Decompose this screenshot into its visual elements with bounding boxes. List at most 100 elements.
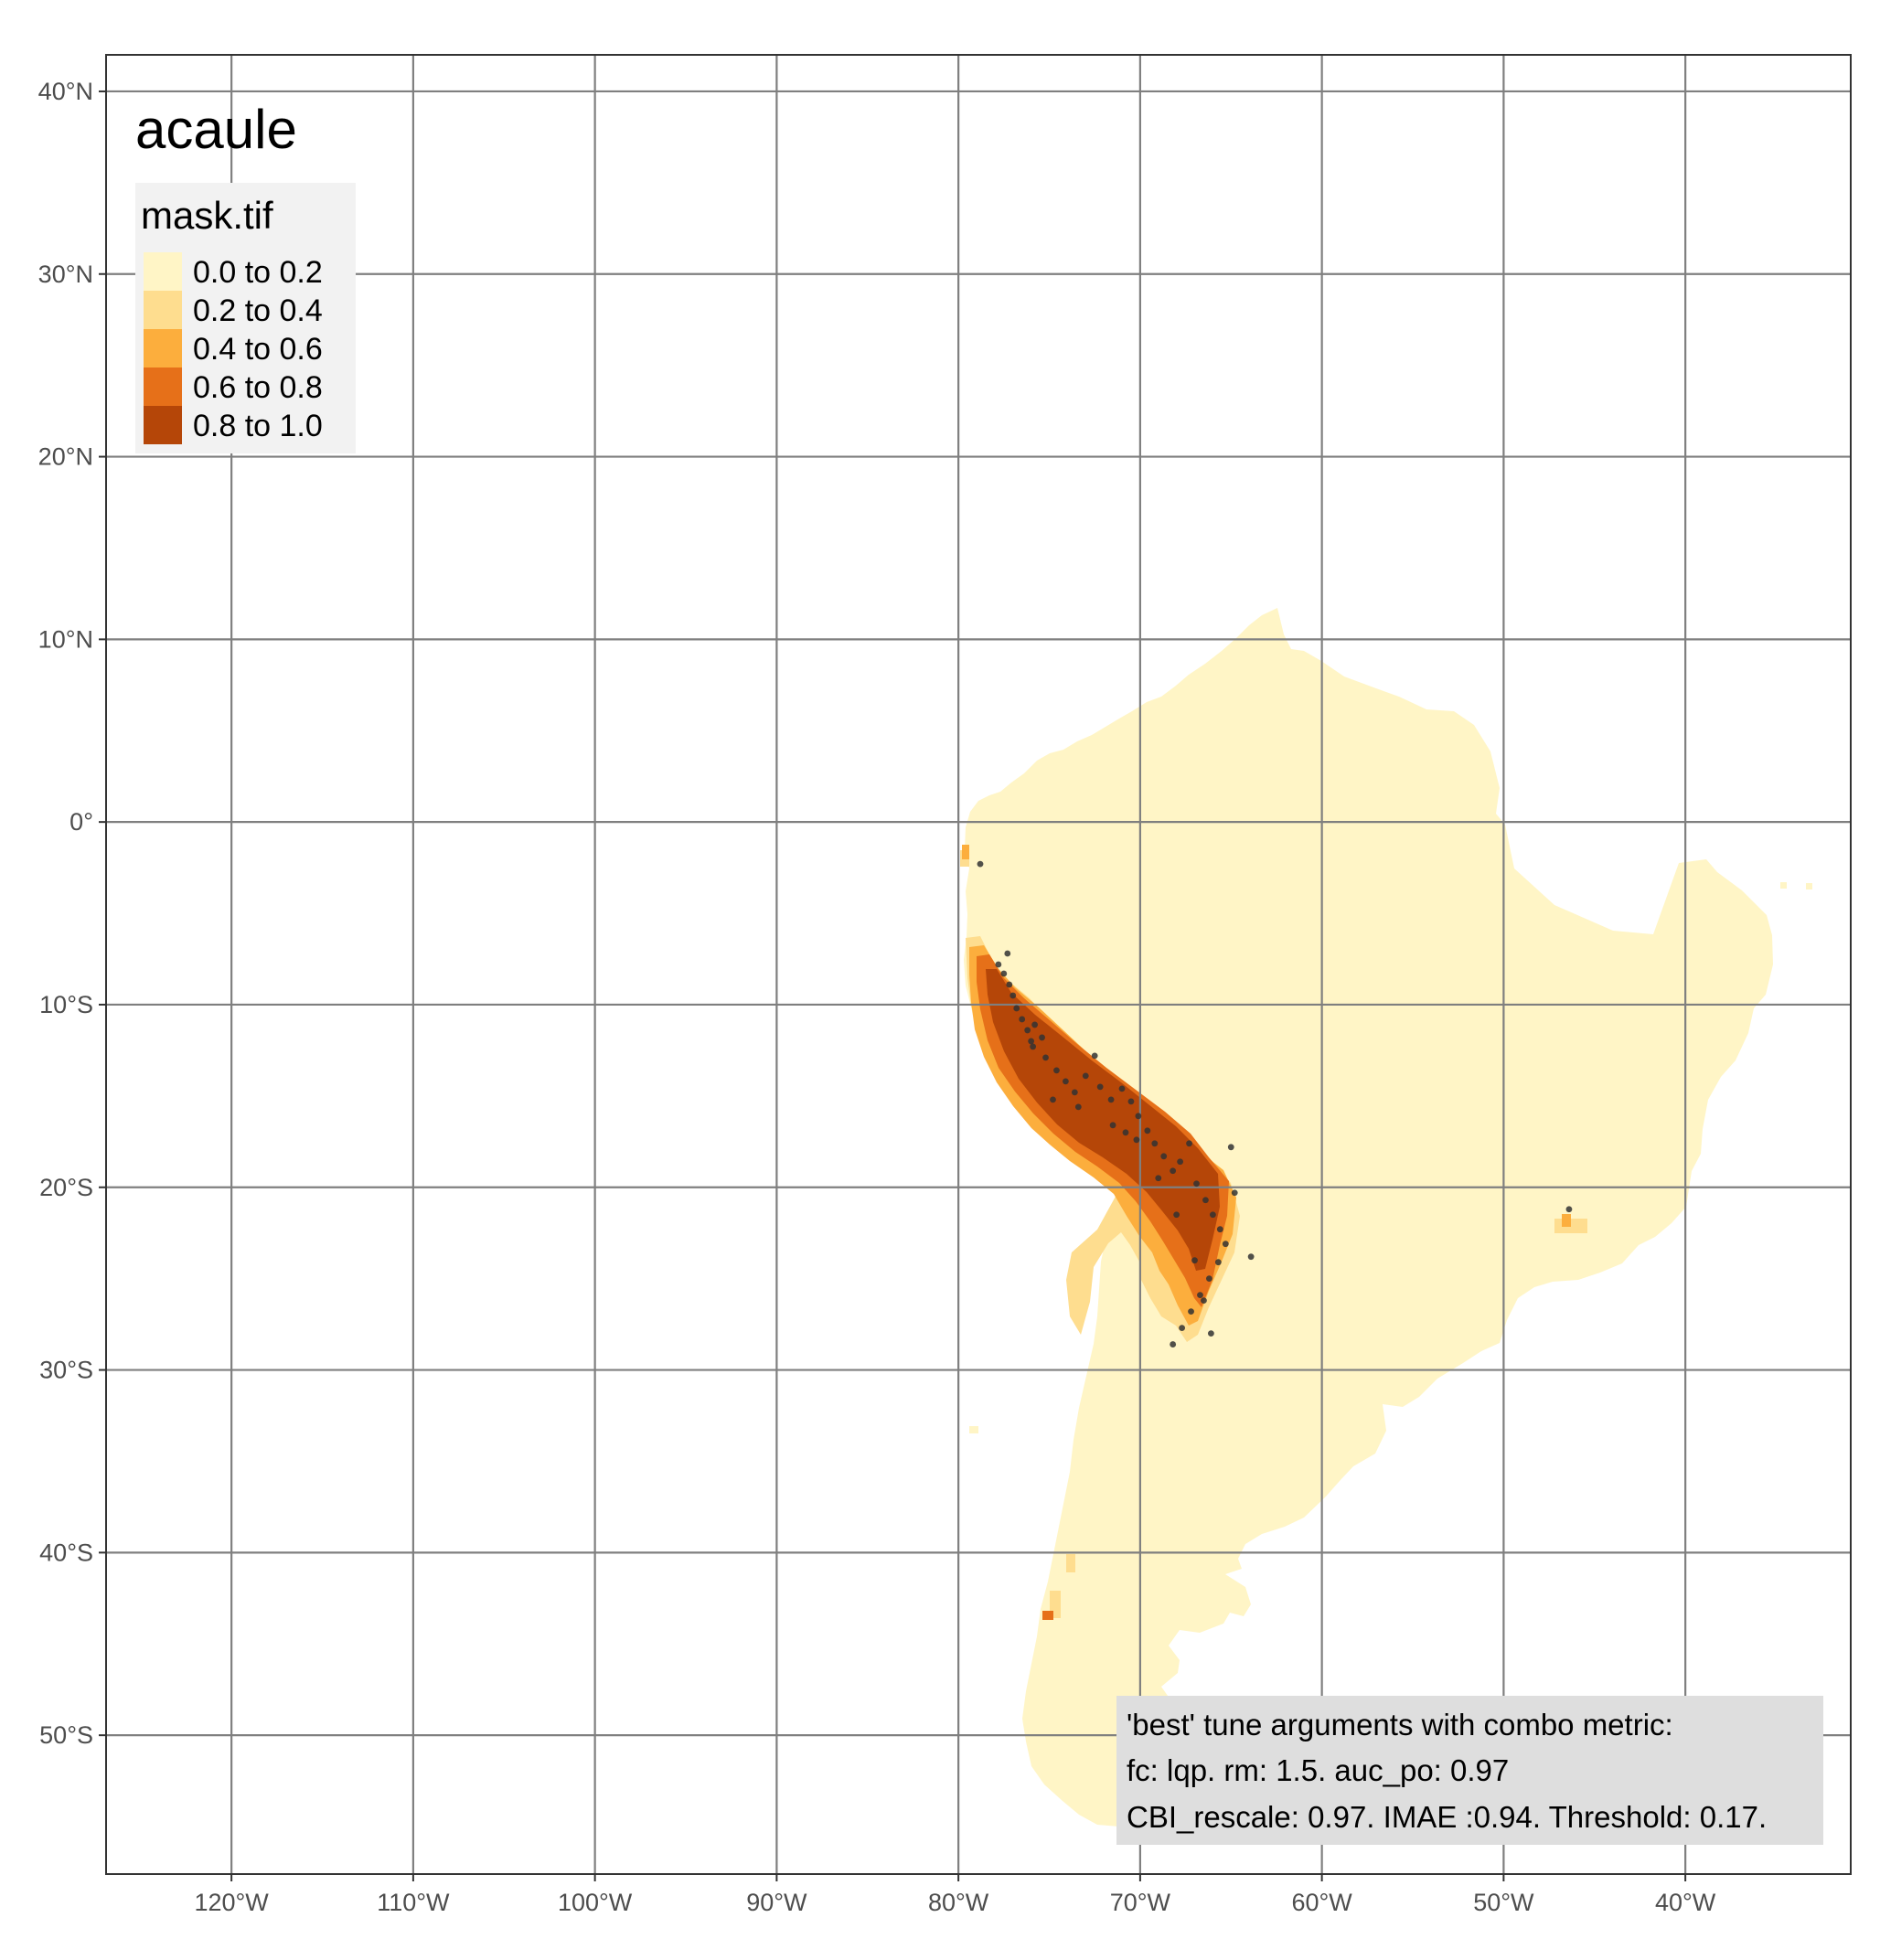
legend-swatch bbox=[144, 291, 182, 329]
occurrence-point bbox=[1028, 1038, 1035, 1045]
y-axis: 40°N 30°N 20°N 10°N 0° 10°S 20°S 30°S 40°S 50°S bbox=[38, 78, 106, 1749]
occurrence-point bbox=[1201, 1297, 1207, 1305]
coast-patch bbox=[1042, 1611, 1053, 1620]
occurrence-point bbox=[1209, 1211, 1216, 1219]
legend-label: 0.8 to 1.0 bbox=[193, 409, 323, 443]
legend-swatch bbox=[144, 368, 182, 406]
occurrence-point bbox=[1216, 1226, 1223, 1233]
occurrence-point bbox=[1155, 1175, 1162, 1182]
legend-swatch bbox=[144, 252, 182, 291]
suitability-0.8-1.0-zone bbox=[986, 969, 1220, 1271]
occurrence-point bbox=[1006, 981, 1013, 988]
annotation-background bbox=[1116, 1696, 1823, 1845]
legend-label: 0.6 to 0.8 bbox=[193, 370, 323, 405]
island-patch bbox=[1806, 883, 1812, 889]
occurrence-point bbox=[1173, 1211, 1180, 1219]
occurrence-point bbox=[1013, 1005, 1020, 1012]
occurrence-point bbox=[1214, 1259, 1222, 1266]
occurrence-point bbox=[1565, 1206, 1573, 1213]
suitability-raster bbox=[960, 608, 1812, 1827]
y-tick-label: 20°N bbox=[38, 443, 93, 471]
y-tick-label: 20°S bbox=[39, 1174, 93, 1201]
annotation-line-1: 'best' tune arguments with combo metric: bbox=[1127, 1708, 1673, 1742]
occurrence-point bbox=[1188, 1308, 1194, 1316]
x-tick-label: 120°W bbox=[194, 1889, 269, 1916]
island-patch bbox=[1780, 882, 1787, 889]
occurrence-point bbox=[1144, 1127, 1151, 1134]
island-patch bbox=[969, 1426, 978, 1433]
occurrence-point bbox=[1247, 1253, 1255, 1261]
x-tick-label: 100°W bbox=[558, 1889, 633, 1916]
occurrence-point bbox=[1222, 1241, 1229, 1248]
occurrence-point bbox=[1177, 1158, 1184, 1166]
occurrence-point bbox=[1118, 1085, 1126, 1092]
occurrence-point bbox=[1063, 1078, 1069, 1085]
y-tick-label: 40°S bbox=[39, 1539, 93, 1566]
x-tick-label: 80°W bbox=[928, 1889, 989, 1916]
x-axis: 120°W 110°W 100°W 90°W 80°W 70°W 60°W 50°W 40°W bbox=[194, 1874, 1716, 1916]
occurrence-point bbox=[1206, 1275, 1212, 1283]
occurrence-point bbox=[1135, 1113, 1142, 1120]
occurrence-point bbox=[1053, 1067, 1060, 1074]
occurrence-point bbox=[1231, 1189, 1238, 1197]
tuning-annotation: 'best' tune arguments with combo metric:… bbox=[1116, 1696, 1823, 1845]
legend-swatch bbox=[144, 329, 182, 368]
patch-brazil bbox=[1562, 1214, 1571, 1227]
occurrence-point bbox=[1151, 1140, 1159, 1147]
occurrence-point bbox=[1107, 1096, 1115, 1103]
occurrence-point bbox=[1227, 1144, 1234, 1151]
occurrence-point bbox=[1030, 1043, 1037, 1050]
occurrence-point bbox=[1208, 1330, 1214, 1337]
occurrence-point bbox=[1109, 1122, 1116, 1129]
x-tick-label: 90°W bbox=[746, 1889, 807, 1916]
annotation-line-2: fc: lqp. rm: 1.5. auc_po: 0.97 bbox=[1127, 1753, 1509, 1787]
occurrence-point bbox=[1019, 1016, 1026, 1023]
x-tick-label: 70°W bbox=[1110, 1889, 1171, 1916]
legend-swatch bbox=[144, 406, 182, 444]
occurrence-point bbox=[1096, 1083, 1104, 1091]
occurrence-point bbox=[995, 961, 1002, 968]
y-tick-label: 50°S bbox=[39, 1721, 93, 1749]
map-title: acaule bbox=[135, 99, 297, 160]
occurrence-point bbox=[1193, 1180, 1200, 1188]
legend: mask.tif 0.0 to 0.20.2 to 0.40.4 to 0.60… bbox=[135, 183, 356, 453]
y-tick-label: 30°N bbox=[38, 261, 93, 288]
occurrence-point bbox=[1082, 1072, 1089, 1080]
occurrence-point bbox=[1031, 1021, 1039, 1028]
occurrence-point bbox=[1074, 1103, 1082, 1111]
occurrence-point bbox=[1127, 1098, 1135, 1105]
occurrence-point bbox=[1091, 1052, 1098, 1060]
occurrence-point bbox=[1050, 1096, 1056, 1103]
x-tick-label: 110°W bbox=[377, 1889, 450, 1916]
legend-title: mask.tif bbox=[141, 194, 273, 237]
occurrence-point bbox=[1170, 1341, 1177, 1348]
occurrence-point bbox=[1009, 992, 1017, 999]
occurrence-point bbox=[1024, 1027, 1031, 1034]
annotation-line-3: CBI_rescale: 0.97. IMAE :0.94. Threshold… bbox=[1127, 1800, 1767, 1834]
occurrence-point bbox=[1071, 1089, 1078, 1096]
y-tick-label: 0° bbox=[69, 808, 93, 836]
legend-items: 0.0 to 0.20.2 to 0.4 0.4 to 0.60.6 to 0.8… bbox=[144, 252, 323, 444]
x-tick-label: 40°W bbox=[1655, 1889, 1716, 1916]
occurrence-point bbox=[977, 860, 984, 868]
occurrence-point bbox=[1039, 1034, 1045, 1041]
occurrence-point bbox=[1191, 1257, 1198, 1264]
y-tick-label: 10°N bbox=[38, 625, 93, 653]
occurrence-point bbox=[1042, 1054, 1049, 1061]
occurrence-point bbox=[1186, 1140, 1192, 1147]
occurrence-point bbox=[1202, 1197, 1209, 1204]
panel-border bbox=[105, 54, 1852, 1875]
occurrence-point bbox=[1133, 1136, 1140, 1144]
y-tick-label: 40°N bbox=[38, 78, 93, 105]
occurrence-point bbox=[1179, 1325, 1185, 1332]
legend-label: 0.4 to 0.6 bbox=[193, 332, 323, 367]
occurrence-points bbox=[977, 860, 1573, 1348]
occurrence-point bbox=[1197, 1292, 1203, 1299]
occurrence-point bbox=[1000, 970, 1008, 977]
x-tick-label: 50°W bbox=[1473, 1889, 1534, 1916]
occurrence-point bbox=[1170, 1167, 1177, 1175]
coast-patch bbox=[962, 845, 969, 859]
y-tick-label: 10°S bbox=[39, 991, 93, 1018]
y-tick-label: 30°S bbox=[39, 1357, 93, 1384]
